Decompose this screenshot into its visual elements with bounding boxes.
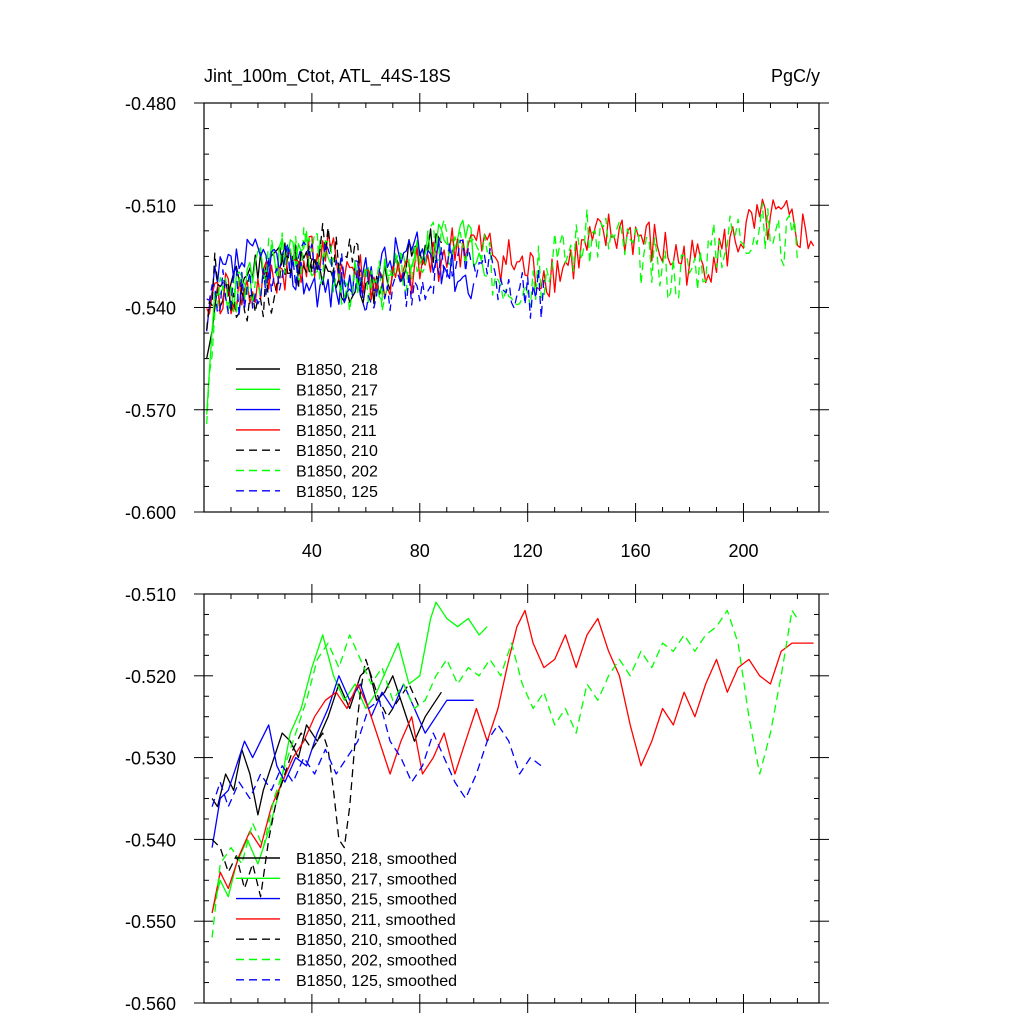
x-tick-label: 40 bbox=[302, 541, 322, 561]
y-tick-label: -0.570 bbox=[125, 401, 176, 421]
y-tick-label: -0.510 bbox=[125, 196, 176, 216]
series-line-5 bbox=[211, 609, 798, 938]
series-line-6 bbox=[206, 239, 545, 319]
y-tick-label: -0.530 bbox=[125, 749, 176, 769]
legend-label: B1850, 125 bbox=[296, 484, 378, 501]
y-tick-label: -0.540 bbox=[125, 830, 176, 850]
legend-label: B1850, 202, smoothed bbox=[296, 953, 457, 970]
top-panel: Jint_100m_Ctot, ATL_44S-18S PgC/y 40 80 12… bbox=[125, 66, 829, 561]
series-line-5 bbox=[206, 202, 799, 425]
top-panel-ticks: 40 80 120 160 200 -0.600 -0.570 -0.540 -0.510 -0.… bbox=[125, 93, 829, 561]
legend-label: B1850, 217, smoothed bbox=[296, 871, 457, 888]
legend-label: B1850, 210 bbox=[296, 443, 378, 460]
y-tick-label: -0.550 bbox=[125, 912, 176, 932]
bottom-panel-ticks: -0.560 -0.550 -0.540 -0.530 -0.520 -0.510 bbox=[125, 584, 829, 1014]
x-tick-label: 160 bbox=[621, 541, 651, 561]
bottom-panel: -0.560 -0.550 -0.540 -0.530 -0.520 -0.510 B18… bbox=[125, 584, 829, 1014]
legend-label: B1850, 211 bbox=[296, 423, 377, 440]
legend-label: B1850, 215, smoothed bbox=[296, 892, 457, 909]
series-line-3 bbox=[206, 198, 815, 315]
top-panel-legend: B1850, 218 B1850, 217 B1850, 215 B1850, 211… bbox=[236, 362, 378, 501]
series-line-1 bbox=[206, 219, 488, 415]
y-tick-label: -0.600 bbox=[125, 503, 176, 523]
series-line-1 bbox=[211, 601, 488, 914]
legend-label: B1850, 125, smoothed bbox=[296, 973, 457, 990]
legend-label: B1850, 211, smoothed bbox=[296, 912, 456, 929]
series-line-4 bbox=[211, 658, 421, 898]
series-line-6 bbox=[211, 699, 542, 808]
bottom-panel-legend: B1850, 218, smoothed B1850, 217, smoothed… bbox=[236, 851, 457, 990]
bottom-panel-series-group bbox=[211, 601, 814, 938]
x-tick-label: 200 bbox=[728, 541, 758, 561]
x-tick-label: 120 bbox=[513, 541, 543, 561]
top-panel-title: Jint_100m_Ctot, ATL_44S-18S bbox=[204, 66, 451, 87]
legend-label: B1850, 218 bbox=[296, 362, 378, 379]
legend-label: B1850, 202 bbox=[296, 464, 378, 481]
legend-label: B1850, 217 bbox=[296, 382, 378, 399]
series-line-3 bbox=[211, 609, 814, 914]
top-panel-units: PgC/y bbox=[771, 66, 820, 86]
legend-label: B1850, 218, smoothed bbox=[296, 851, 457, 868]
y-tick-label: -0.480 bbox=[125, 94, 176, 114]
top-panel-series-group bbox=[206, 198, 815, 425]
y-tick-label: -0.510 bbox=[125, 585, 176, 605]
series-line-4 bbox=[206, 222, 362, 330]
x-tick-label: 80 bbox=[410, 541, 430, 561]
y-tick-label: -0.520 bbox=[125, 667, 176, 687]
series-line-2 bbox=[211, 675, 474, 848]
legend-label: B1850, 210, smoothed bbox=[296, 932, 457, 949]
legend-label: B1850, 215 bbox=[296, 403, 378, 420]
y-tick-label: -0.540 bbox=[125, 299, 176, 319]
y-tick-label: -0.560 bbox=[125, 994, 176, 1014]
